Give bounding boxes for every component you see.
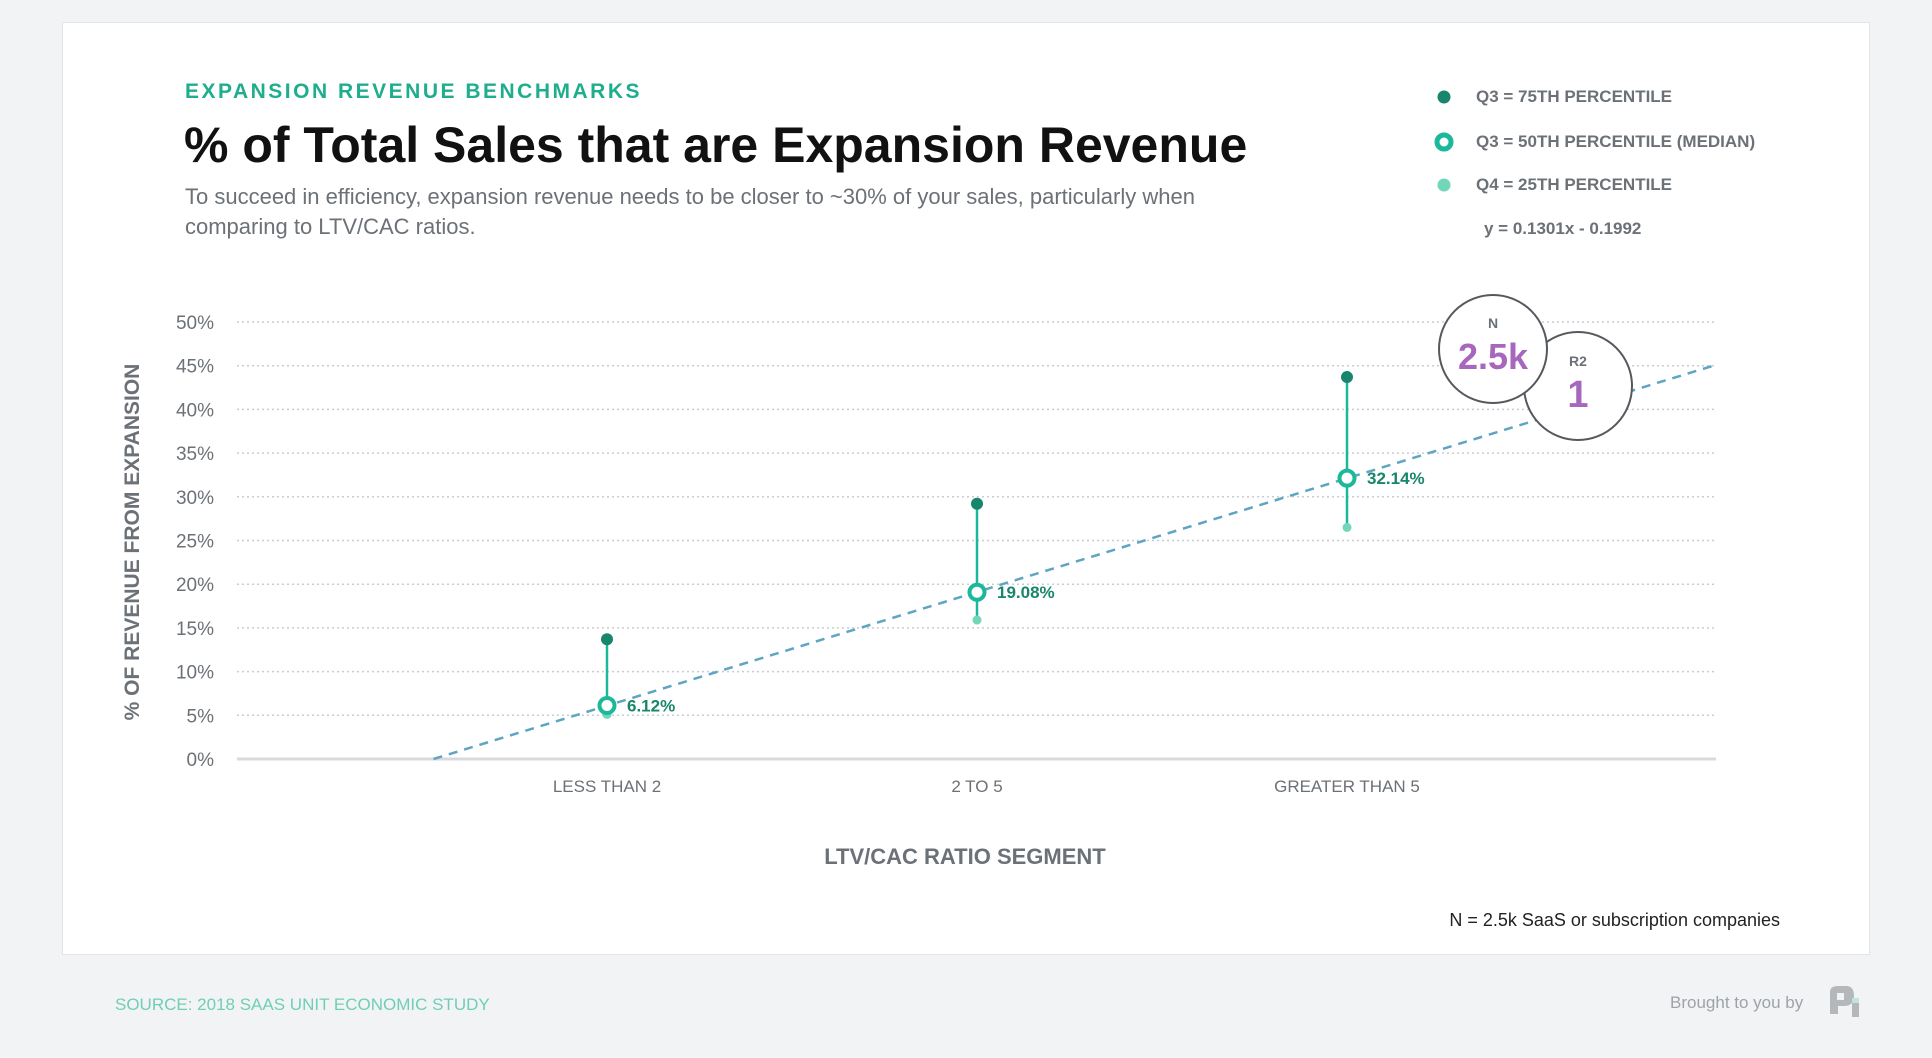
median-data-label: 19.08%	[997, 583, 1055, 602]
median-point	[967, 582, 987, 602]
median-point	[1337, 468, 1357, 488]
r2-value: 1	[1567, 374, 1588, 416]
y-tick-label: 50%	[176, 313, 214, 334]
x-axis-title: LTV/CAC RATIO SEGMENT	[824, 844, 1106, 869]
n-value: 2.5k	[1458, 336, 1529, 377]
median-data-label: 32.14%	[1367, 469, 1425, 488]
median-data-label: 6.12%	[627, 697, 675, 716]
legend-item-median: Q3 = 50TH PERCENTILE (MEDIAN)	[1476, 132, 1756, 151]
q3-75th-point	[601, 633, 613, 646]
x-tick-label: LESS THAN 2	[553, 777, 661, 796]
legend-dot-marker	[1437, 178, 1451, 192]
y-tick-label: 30%	[176, 488, 214, 509]
x-tick-label: 2 TO 5	[951, 777, 1002, 796]
q3-75th-point	[971, 497, 983, 510]
y-tick-label: 0%	[187, 750, 215, 771]
q4-25th-point	[972, 615, 982, 625]
x-tick-label: GREATER THAN 5	[1274, 777, 1420, 796]
footnote: N = 2.5k SaaS or subscription companies	[1449, 910, 1780, 930]
y-tick-label: 20%	[176, 575, 214, 596]
r2-label: R2	[1569, 353, 1587, 369]
n-bubble	[1438, 294, 1548, 404]
legend-ring-marker	[1434, 132, 1454, 152]
brought-to-you-by: Brought to you by	[1670, 993, 1804, 1012]
median-point	[597, 696, 617, 716]
chart-card	[62, 22, 1870, 955]
y-axis-title: % OF REVENUE FROM EXPANSION	[121, 364, 144, 721]
trendline-equation: y = 0.1301x - 0.1992	[1484, 219, 1642, 238]
brand-logo-icon	[1830, 986, 1859, 1017]
y-tick-label: 35%	[176, 444, 214, 465]
y-tick-label: 15%	[176, 619, 214, 640]
chart-kicker: EXPANSION REVENUE BENCHMARKS	[185, 80, 642, 103]
legend-item-75th: Q3 = 75TH PERCENTILE	[1476, 87, 1673, 106]
source-note: SOURCE: 2018 SAAS UNIT ECONOMIC STUDY	[115, 995, 490, 1014]
legend-dot-marker	[1437, 90, 1451, 104]
chart-title: % of Total Sales that are Expansion Reve…	[184, 117, 1248, 173]
n-label: N	[1488, 315, 1498, 331]
chart-description: To succeed in efficiency, expansion reve…	[185, 184, 1195, 239]
y-tick-label: 45%	[176, 357, 214, 378]
y-tick-label: 10%	[176, 663, 214, 684]
y-tick-label: 40%	[176, 400, 214, 421]
legend-item-25th: Q4 = 25TH PERCENTILE	[1476, 175, 1673, 194]
q3-75th-point	[1341, 371, 1353, 384]
q4-25th-point	[1342, 522, 1352, 532]
y-tick-label: 5%	[187, 706, 215, 727]
y-tick-label: 25%	[176, 532, 214, 553]
